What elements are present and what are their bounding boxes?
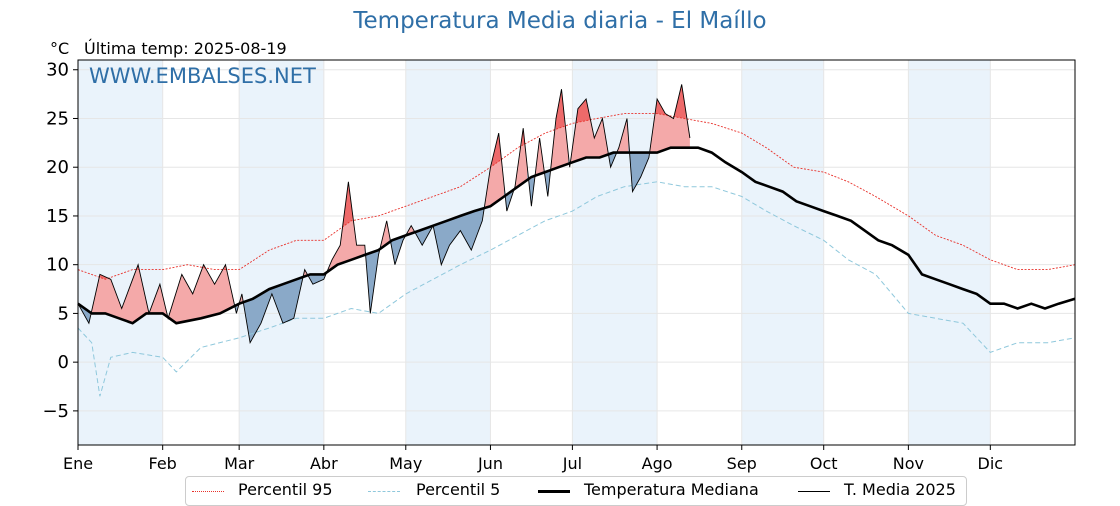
x-tick-label-oct: Oct [810, 454, 838, 473]
area-below-median [628, 136, 649, 192]
month-band-ene [78, 60, 163, 445]
series-line-percentil-5 [77, 181, 1076, 397]
x-tick-label-feb: Feb [149, 454, 177, 473]
legend-swatch-p95 [192, 491, 224, 492]
area-above-median [168, 264, 234, 324]
x-tick-label-jul: Jul [562, 454, 582, 473]
last-temperature-label: Última temp: 2025-08-19 [84, 39, 287, 58]
y-tick-label: 15 [46, 206, 69, 227]
y-tick-label: 25 [46, 108, 69, 129]
legend-label-2025: T. Media 2025 [844, 480, 956, 499]
area-above-p95 [343, 181, 353, 227]
legend-label-p95: Percentil 95 [238, 480, 333, 499]
area-above-median [237, 293, 244, 309]
chart-title: Temperatura Media diaria - El Maíllo [353, 8, 767, 34]
area-above-p95 [576, 99, 591, 123]
area-above-median [326, 181, 365, 273]
x-tick-label-mar: Mar [224, 454, 255, 473]
y-tick-label: 20 [46, 157, 69, 178]
legend-swatch-2025 [798, 491, 830, 492]
legend-swatch-p5 [368, 491, 400, 492]
area-below-median [543, 167, 551, 197]
y-tick-label: −5 [42, 401, 69, 422]
x-tick-label-abr: Abr [310, 454, 338, 473]
area-above-p95 [674, 84, 686, 119]
legend-swatch-median [538, 490, 570, 493]
x-tick-label-may: May [389, 454, 422, 473]
y-tick-label: 30 [46, 60, 69, 81]
y-tick-label: 0 [58, 352, 69, 373]
series-line-percentil-95 [77, 113, 1076, 280]
series-line-t-media-2025 [77, 84, 691, 345]
x-tick-label-dic: Dic [978, 454, 1004, 473]
y-axis-unit: °C [50, 39, 70, 58]
area-above-median [550, 89, 569, 171]
area-above-p95 [521, 128, 525, 146]
legend-label-p5: Percentil 5 [416, 480, 501, 499]
x-tick-label-ago: Ago [642, 454, 673, 473]
area-above-p95 [655, 99, 668, 116]
legend: Percentil 95 Percentil 5 Temperatura Med… [185, 476, 967, 506]
month-band-nov [908, 60, 991, 445]
x-tick-label-jun: Jun [477, 454, 503, 473]
month-band-mar [239, 60, 324, 445]
x-tick-label-sep: Sep [727, 454, 757, 473]
area-below-median [389, 235, 405, 265]
y-tick-label: 5 [58, 303, 69, 324]
area-below-median [243, 277, 302, 343]
watermark-text: WWW.EMBALSES.NET [89, 64, 316, 88]
month-band-sep [741, 60, 824, 445]
area-below-median [364, 245, 380, 314]
x-tick-label-ene: Ene [63, 454, 93, 473]
area-above-p95 [491, 133, 502, 167]
area-below-median [414, 226, 432, 246]
x-tick-label-nov: Nov [893, 454, 924, 473]
area-above-median [379, 220, 390, 250]
plot-frame [77, 59, 1076, 446]
area-below-median [233, 301, 238, 314]
y-tick-label: 10 [46, 255, 69, 276]
series-line-temperatura-mediana [77, 146, 1076, 325]
month-band-may [405, 60, 491, 445]
legend-label-median: Temperatura Mediana [584, 480, 759, 499]
